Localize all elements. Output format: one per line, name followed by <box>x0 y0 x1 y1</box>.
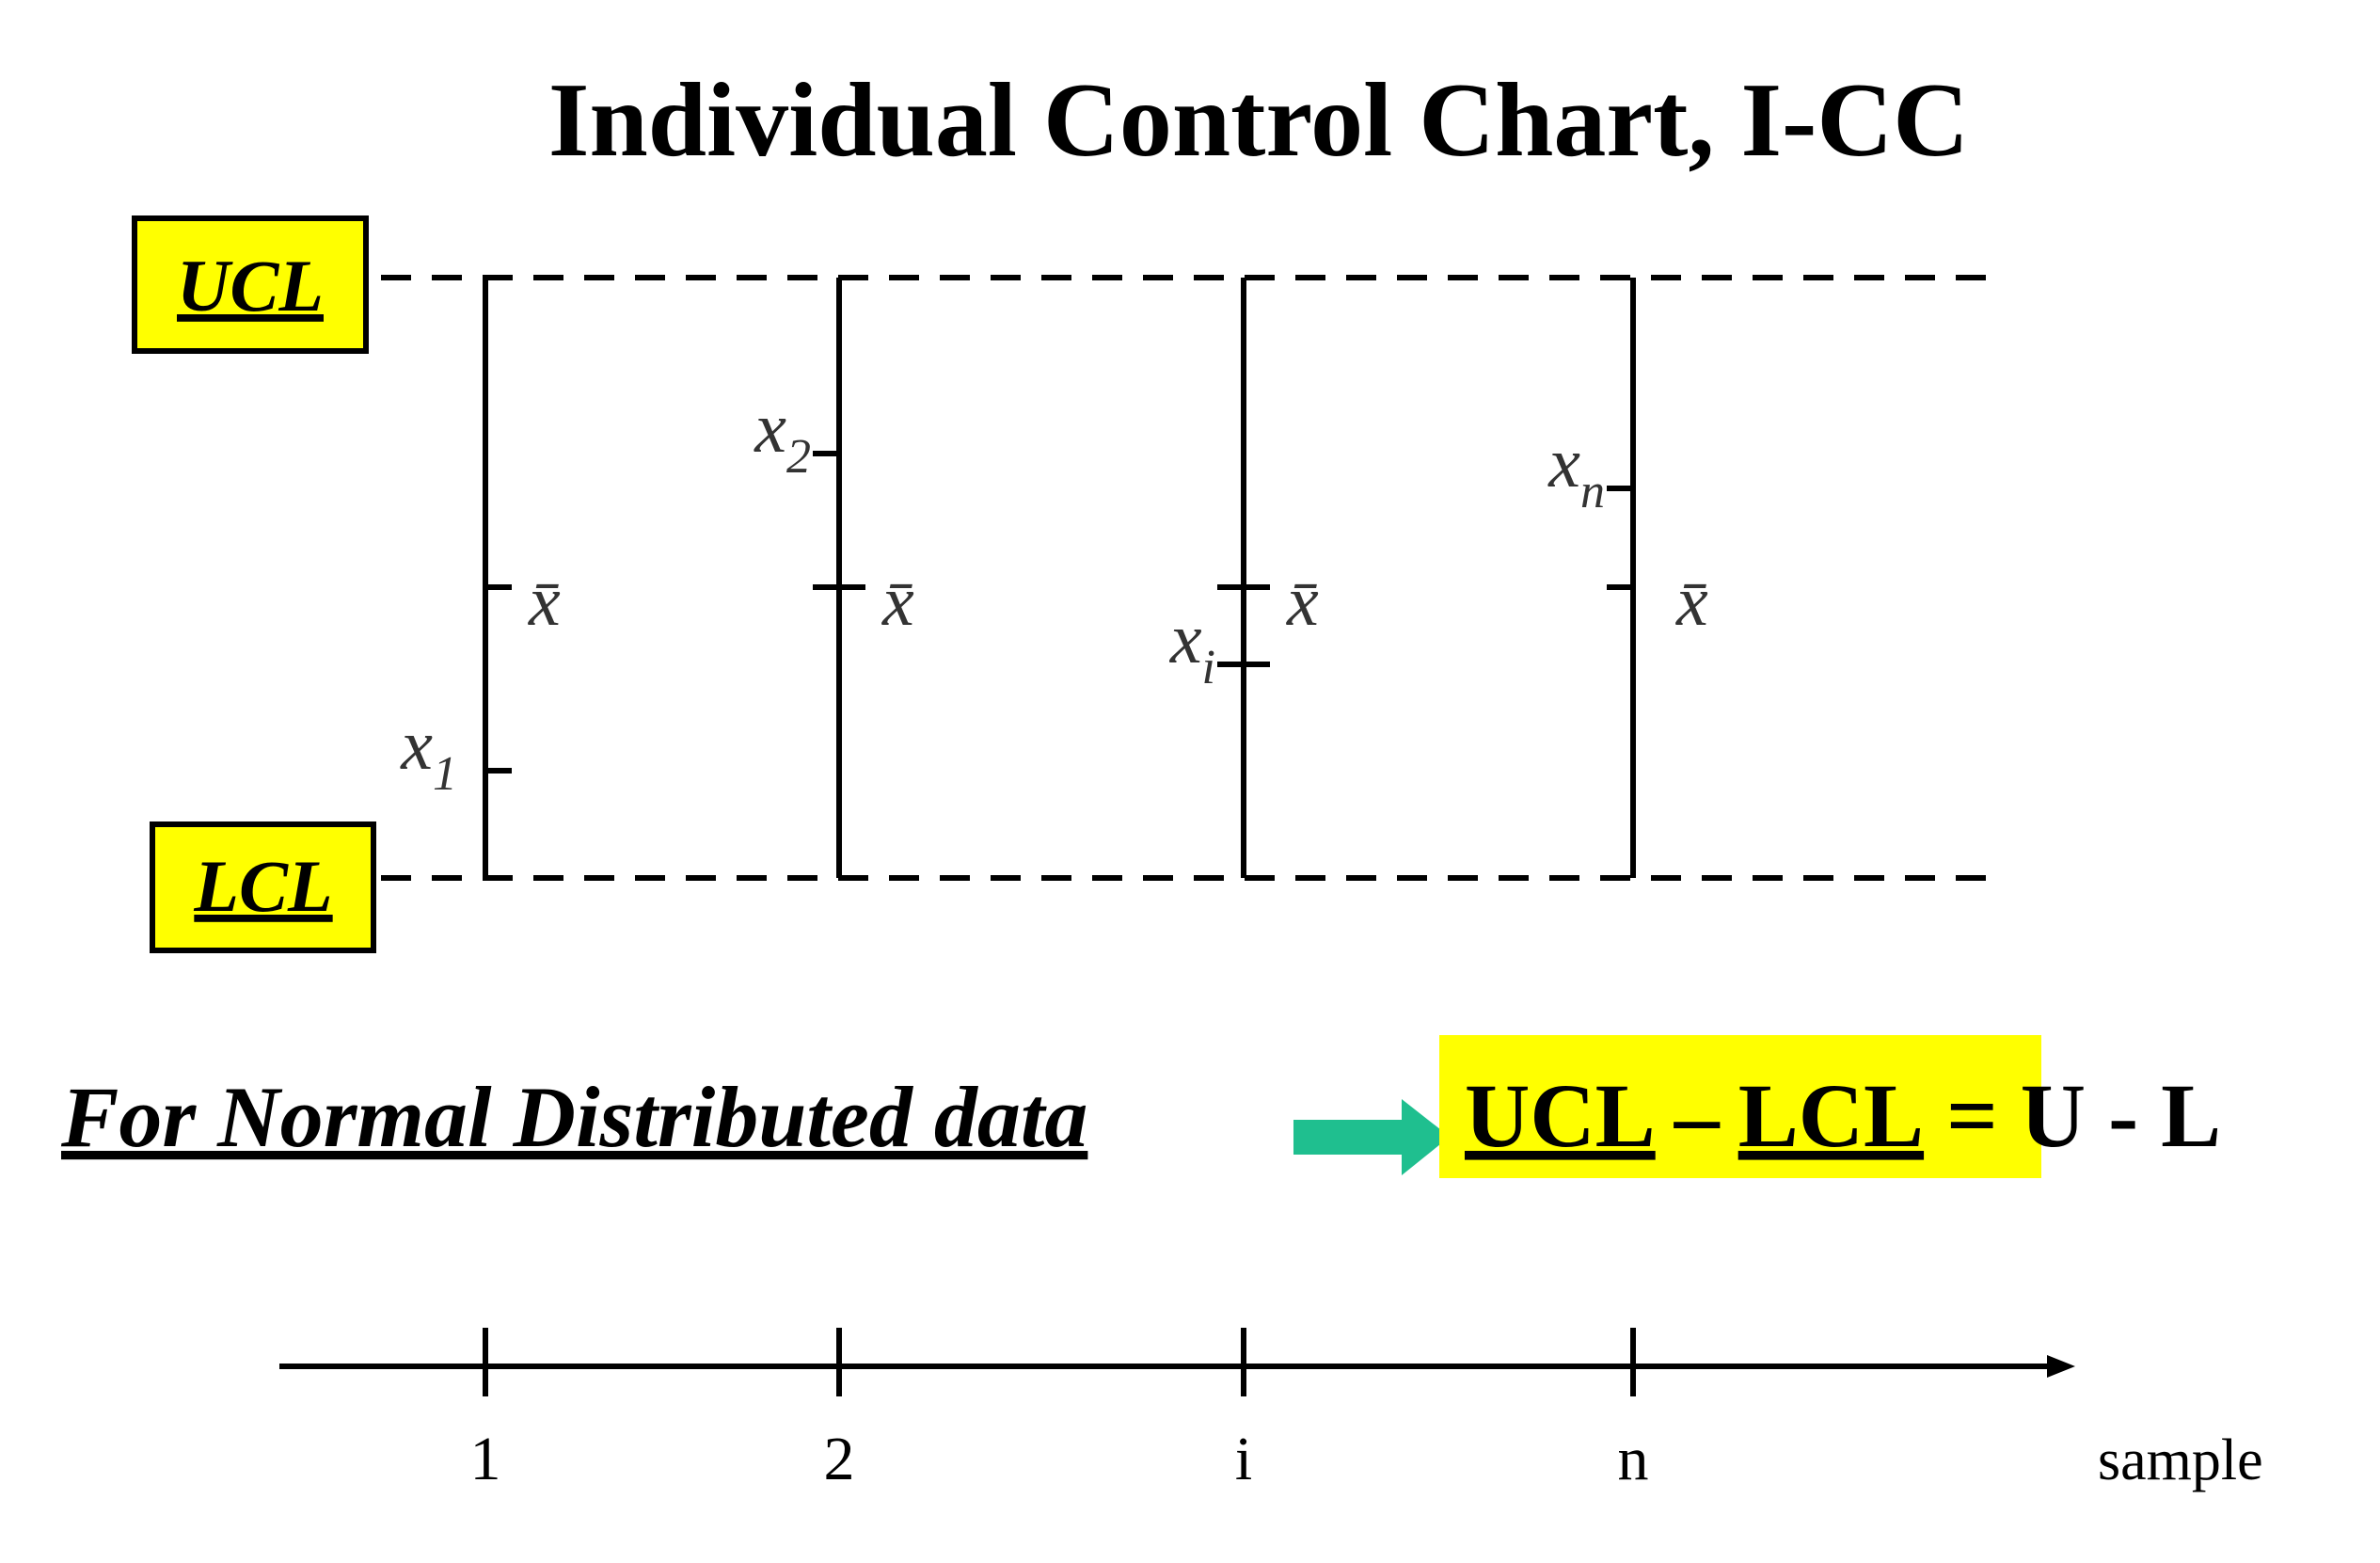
point-symbol: x <box>1169 599 1202 678</box>
point-subscript: n <box>1580 465 1605 518</box>
point-label: xi <box>1169 599 1215 694</box>
axis-label: sample <box>2098 1428 2263 1492</box>
formula-right: LCL <box>1738 1065 1924 1166</box>
axis-tick-label: 1 <box>470 1425 501 1493</box>
lcl-box <box>150 821 376 953</box>
axis-tick-label: n <box>1618 1425 1649 1493</box>
point-label: x2 <box>754 389 811 484</box>
arrow <box>1293 1099 1450 1175</box>
formula: UCL – LCL = U - L <box>1465 1065 2221 1166</box>
mean-label: x̄ <box>1675 562 1708 641</box>
formula-left: UCL <box>1465 1065 1656 1166</box>
point-subscript: i <box>1202 641 1215 694</box>
axis-tick-label: 2 <box>824 1425 855 1493</box>
formula-result: = U - L <box>1946 1065 2221 1166</box>
axis-tick-label: i <box>1235 1425 1252 1493</box>
point-symbol: x <box>1547 423 1580 502</box>
axis-arrowhead <box>2047 1355 2075 1378</box>
point-subscript: 2 <box>786 430 811 484</box>
mean-label: x̄ <box>528 562 561 641</box>
point-symbol: x <box>400 706 433 785</box>
point-label: x1 <box>400 706 457 801</box>
mean-label: x̄ <box>881 562 914 641</box>
ucl-label: UCL <box>177 245 324 327</box>
lcl-label: LCL <box>193 845 332 927</box>
title: Individual Control Chart, I-CC <box>548 62 1969 179</box>
ucl-box <box>132 215 369 354</box>
point-label: xn <box>1547 423 1605 518</box>
formula-minus: – <box>1674 1065 1721 1166</box>
formula-highlight <box>1439 1035 2041 1178</box>
condition: For Normal Distributed data <box>60 1069 1087 1165</box>
point-subscript: 1 <box>433 747 457 801</box>
point-symbol: x <box>754 389 786 468</box>
mean-label: x̄ <box>1286 562 1319 641</box>
